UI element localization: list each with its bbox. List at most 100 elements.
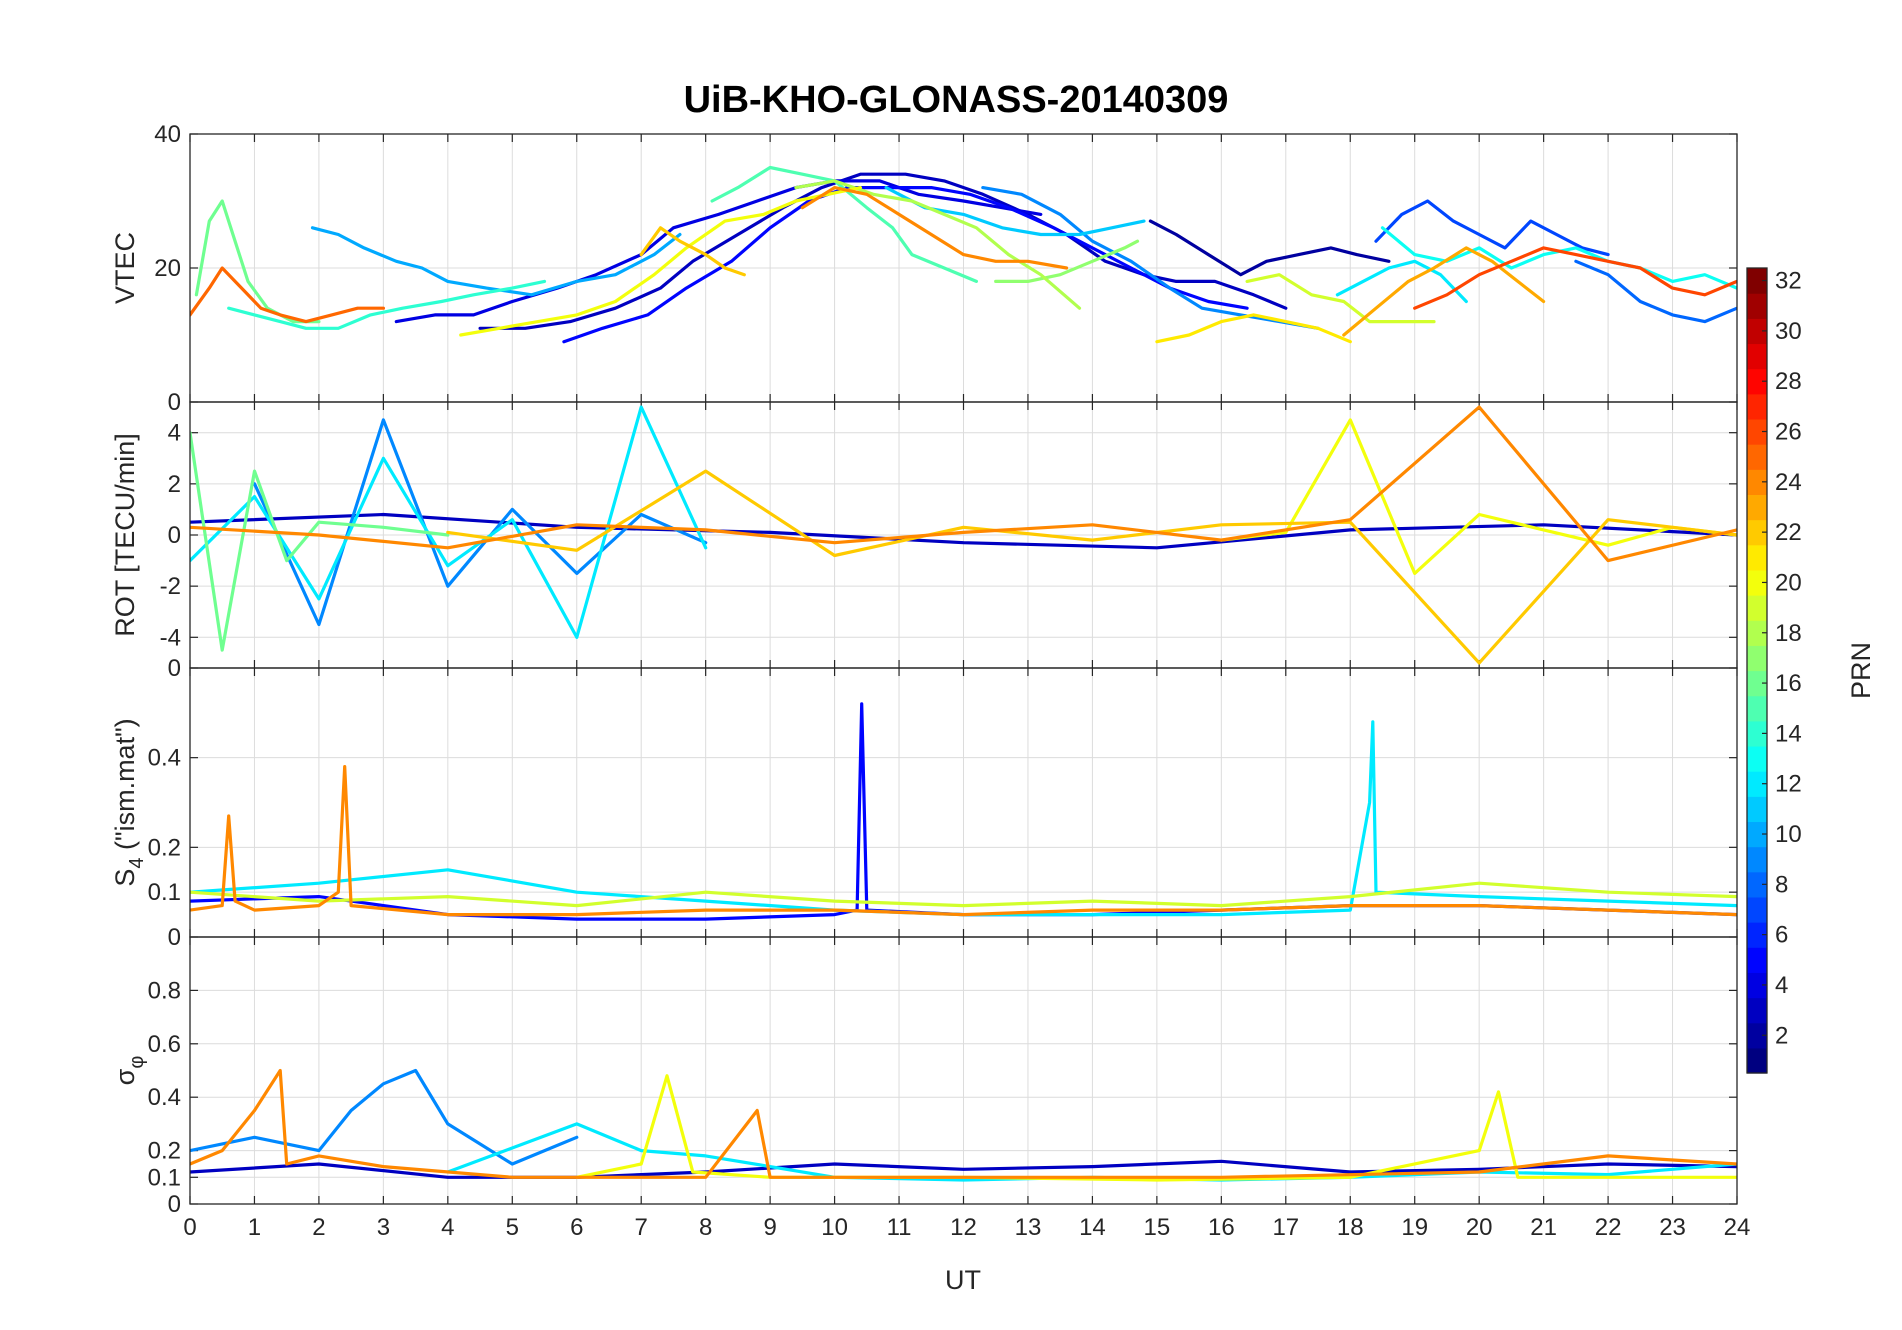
series-vtec-prn-20: [459, 186, 863, 337]
y-axis-label-sigma: σφ: [110, 1056, 148, 1086]
x-tick-label: 2: [312, 1214, 325, 1241]
colorbar-tick-label: 20: [1775, 569, 1802, 596]
series-vtec-prn-22: [639, 226, 746, 277]
x-tick-label: 6: [570, 1214, 583, 1241]
colorbar-segment: [1747, 595, 1767, 621]
series-s4-prn-12: [190, 720, 1737, 917]
colorbar-segment: [1747, 393, 1767, 420]
colorbar-segment: [1747, 997, 1767, 1024]
panel-frame: [189, 936, 1738, 1205]
series-vtec-prn-14: [227, 279, 547, 330]
x-tick-label: 3: [377, 1214, 390, 1241]
y-axis-label-vtec: VTEC: [110, 232, 140, 304]
series-sigma-prn-24: [190, 1068, 1737, 1179]
panel-vtec: 20 40 VTEC: [110, 121, 1738, 403]
x-tick-label: 18: [1337, 1214, 1364, 1241]
series-vtec-prn-26: [1413, 246, 1737, 310]
x-tick-label: 4: [441, 1214, 454, 1241]
series-rot-prn-3: [190, 512, 1737, 550]
colorbar-tick-label: 24: [1775, 469, 1802, 496]
series-s4-prn-19: [190, 881, 1737, 908]
colorbar-segment: [1747, 469, 1767, 496]
y-tick-label: 0.2: [148, 834, 181, 861]
x-tick-label: 24: [1724, 1214, 1751, 1241]
series-rot-prn-22: [446, 469, 1737, 665]
y-tick-label: 0: [168, 655, 181, 682]
colorbar-segment: [1747, 896, 1767, 923]
x-tick-label: 9: [763, 1214, 776, 1241]
colorbar-segment: [1747, 1047, 1767, 1074]
series-rot-prn-20: [1219, 418, 1737, 576]
x-tick-label: 13: [1015, 1214, 1042, 1241]
panel-s4: 0 0.1 0.2 0.4 0 S4 ("ism.mat"): [110, 655, 1738, 951]
y-tick-label: 20: [154, 255, 181, 282]
x-tick-label: 10: [821, 1214, 848, 1241]
y-tick-label: 40: [154, 121, 181, 148]
series-vtec-prn-21: [1155, 313, 1352, 344]
colorbar-segment: [1747, 268, 1767, 294]
colorbar-segment: [1747, 293, 1767, 319]
series-rot-prn-24: [190, 405, 1737, 563]
y-axis-label-rot: ROT [TECU/min]: [110, 433, 140, 637]
series-vtec-prn-8: [1574, 259, 1737, 324]
colorbar-tick-label: 10: [1775, 821, 1802, 848]
colorbar-frame: [1746, 267, 1768, 1074]
x-tick-label: 8: [699, 1214, 712, 1241]
colorbar-segment: [1747, 444, 1767, 470]
colorbar-segment: [1747, 368, 1767, 395]
series-rot-prn-16: [190, 431, 450, 652]
colorbar-segment: [1747, 745, 1767, 772]
colorbar-segment: [1747, 922, 1767, 948]
series-s4-prn-24: [190, 764, 1737, 917]
y-tick-label: 0.1: [148, 879, 181, 906]
y-tick-label: 0: [168, 522, 181, 549]
colorbar-tick-label: 18: [1775, 620, 1802, 647]
series-vtec-prn-4: [394, 179, 1043, 324]
colorbar-tick-label: 30: [1775, 318, 1802, 345]
x-tick-label: 1: [248, 1214, 261, 1241]
series-vtec-prn-16: [194, 199, 321, 324]
colorbar-segment: [1747, 620, 1767, 646]
y-tick-label: 0.4: [148, 745, 181, 772]
series-group: [190, 405, 1737, 665]
colorbar-label: PRN: [1846, 642, 1876, 699]
x-axis: 0 1 2 3 4 5 6 7 8 9 10 11 12 13 14 15 16 17 18 19 20 21 22 23 24: [183, 1214, 1750, 1241]
colorbar-segment: [1747, 771, 1767, 797]
panel-rot: -4 -2 0 2 4 0 ROT [TECU/min]: [110, 389, 1738, 669]
colorbar-segment: [1747, 972, 1767, 999]
series-vtec-prn-3: [478, 172, 1288, 330]
x-tick-label: 11: [887, 1214, 912, 1241]
series-vtec-prn-9: [981, 186, 1320, 330]
panel-sigma: 00.10.2 0.4 0.6 0.8 σφ: [110, 936, 1738, 1218]
colorbar-segment: [1747, 544, 1767, 571]
colorbar-segment: [1747, 846, 1767, 873]
colorbar-segment: [1747, 871, 1767, 898]
series-vtec-prn-17: [994, 239, 1140, 283]
series-vtec-prn-12: [1335, 259, 1468, 304]
x-tick-label: 12: [950, 1214, 977, 1241]
x-tick-label: 5: [506, 1214, 519, 1241]
x-tick-label: 23: [1659, 1214, 1686, 1241]
colorbar-segment: [1747, 343, 1767, 370]
series-sigma-prn-9: [190, 1068, 579, 1166]
x-tick-label: 14: [1079, 1214, 1106, 1241]
x-tick-label: 0: [183, 1214, 196, 1241]
series-vtec-prn-7: [1374, 199, 1610, 257]
series-group: [190, 702, 1737, 921]
colorbar-segment: [1747, 670, 1767, 697]
series-vtec-prn-25: [190, 266, 385, 324]
x-tick-label: 22: [1595, 1214, 1622, 1241]
colorbar-tick-label: 22: [1775, 519, 1802, 546]
colorbar-segment: [1747, 947, 1767, 973]
series-rot-prn-9: [252, 418, 708, 627]
y-tick-label: 2: [168, 471, 181, 498]
colorbar-segment: [1747, 720, 1767, 747]
x-tick-label: 7: [635, 1214, 648, 1241]
y-axis-label-s4: S4 ("ism.mat"): [110, 718, 148, 886]
colorbar-tick-label: 8: [1775, 871, 1788, 898]
x-tick-label: 16: [1208, 1214, 1235, 1241]
x-axis-label: UT: [945, 1265, 981, 1295]
y-tick-label: 4: [168, 420, 181, 447]
